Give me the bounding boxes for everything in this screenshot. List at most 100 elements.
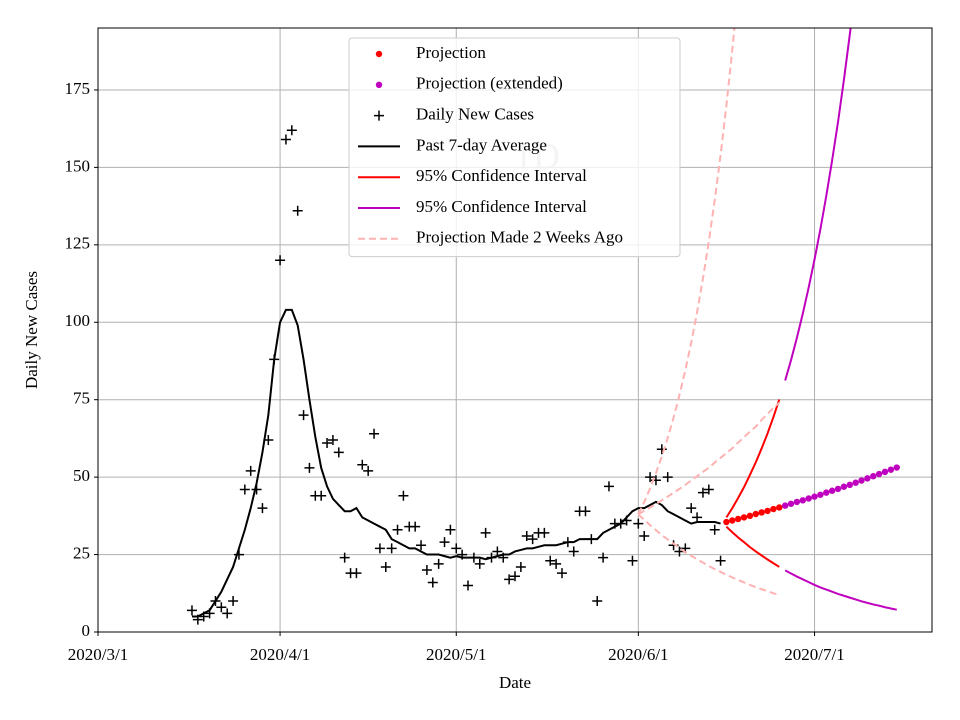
marker-plus xyxy=(510,571,520,582)
marker-dot xyxy=(799,497,806,504)
legend-label: Daily New Cases xyxy=(416,105,534,124)
marker-plus xyxy=(286,125,297,136)
legend-label: Projection Made 2 Weeks Ago xyxy=(416,228,623,247)
marker-plus xyxy=(257,503,268,514)
marker-dot xyxy=(729,517,736,524)
marker-plus xyxy=(633,518,644,529)
y-axis-label: Daily New Cases xyxy=(22,271,41,389)
marker-dot xyxy=(875,470,883,478)
marker-dot xyxy=(852,479,859,486)
marker-plus xyxy=(715,555,726,566)
legend-label: Projection (extended) xyxy=(416,74,563,93)
marker-dot xyxy=(764,507,771,515)
x-axis-label: Date xyxy=(499,673,531,692)
marker-dot xyxy=(793,498,801,506)
series-line xyxy=(191,308,721,618)
y-tick-label: 50 xyxy=(73,466,90,485)
marker-plus xyxy=(398,490,409,501)
marker-dot xyxy=(723,518,730,526)
marker-dot xyxy=(823,489,830,496)
marker-plus xyxy=(645,472,656,483)
marker-plus xyxy=(697,487,708,498)
y-tick-label: 100 xyxy=(65,311,91,330)
marker-dot xyxy=(846,481,853,489)
marker-plus xyxy=(539,527,550,538)
marker-plus xyxy=(298,410,309,421)
marker-plus xyxy=(392,524,403,535)
marker-plus xyxy=(551,558,562,569)
marker-plus xyxy=(304,462,315,473)
marker-dot xyxy=(828,487,836,494)
legend-symbol xyxy=(374,110,384,121)
legend-symbol xyxy=(375,81,383,89)
marker-plus xyxy=(598,552,609,563)
y-tick-label: 175 xyxy=(65,79,91,98)
marker-dot xyxy=(805,495,812,502)
series-line xyxy=(637,402,780,516)
series-line xyxy=(784,569,897,611)
marker-dot xyxy=(811,493,818,500)
x-tick-label: 2020/5/1 xyxy=(426,645,486,664)
y-tick-label: 75 xyxy=(73,389,90,408)
marker-plus xyxy=(521,530,532,541)
y-tick-label: 150 xyxy=(65,156,91,175)
marker-plus xyxy=(421,565,432,576)
marker-dot xyxy=(817,491,824,498)
marker-plus xyxy=(686,503,697,514)
marker-plus xyxy=(222,608,233,619)
marker-plus xyxy=(228,596,239,607)
marker-plus xyxy=(186,605,197,616)
marker-plus xyxy=(445,524,456,535)
marker-plus xyxy=(333,447,344,458)
marker-plus xyxy=(374,543,385,554)
marker-plus xyxy=(275,255,286,266)
marker-plus xyxy=(239,484,250,495)
series-line xyxy=(784,28,852,381)
marker-plus xyxy=(527,534,538,545)
marker-plus xyxy=(480,527,491,538)
y-tick-label: 25 xyxy=(73,543,90,562)
marker-plus xyxy=(451,543,462,554)
marker-plus xyxy=(515,561,526,572)
marker-plus xyxy=(327,434,338,445)
series-line xyxy=(725,525,780,568)
marker-plus xyxy=(280,134,291,145)
plot-area xyxy=(186,28,900,625)
marker-plus xyxy=(216,602,227,613)
legend-box xyxy=(348,37,681,258)
marker-dot xyxy=(787,500,795,507)
marker-plus xyxy=(568,546,579,557)
x-tick-label: 2020/6/1 xyxy=(608,645,668,664)
marker-dot xyxy=(776,504,783,511)
legend-label: 95% Confidence Interval xyxy=(416,166,587,185)
legend-label: Projection xyxy=(416,43,486,62)
marker-plus xyxy=(703,484,714,495)
marker-dot xyxy=(781,502,789,509)
marker-plus xyxy=(427,577,438,588)
legend-symbol xyxy=(375,50,383,58)
marker-plus xyxy=(339,552,350,563)
marker-plus xyxy=(662,472,673,483)
marker-plus xyxy=(316,490,327,501)
marker-plus xyxy=(556,568,567,579)
marker-plus xyxy=(369,428,380,439)
marker-plus xyxy=(416,540,427,551)
y-tick-label: 125 xyxy=(65,234,91,253)
plot-frame xyxy=(97,27,933,633)
marker-dot xyxy=(881,468,889,476)
marker-dot xyxy=(734,515,742,523)
marker-plus xyxy=(245,465,256,476)
legend-label: Past 7-day Average xyxy=(416,135,547,154)
marker-plus xyxy=(592,596,603,607)
marker-plus xyxy=(410,521,421,532)
marker-dot xyxy=(864,475,871,482)
x-tick-label: 2020/4/1 xyxy=(250,645,310,664)
marker-plus xyxy=(386,543,397,554)
marker-dot xyxy=(746,512,754,520)
y-tick-label: 0 xyxy=(82,621,91,640)
marker-plus xyxy=(603,481,614,492)
marker-dot xyxy=(758,509,765,516)
marker-plus xyxy=(692,512,703,523)
series-line xyxy=(725,399,781,518)
